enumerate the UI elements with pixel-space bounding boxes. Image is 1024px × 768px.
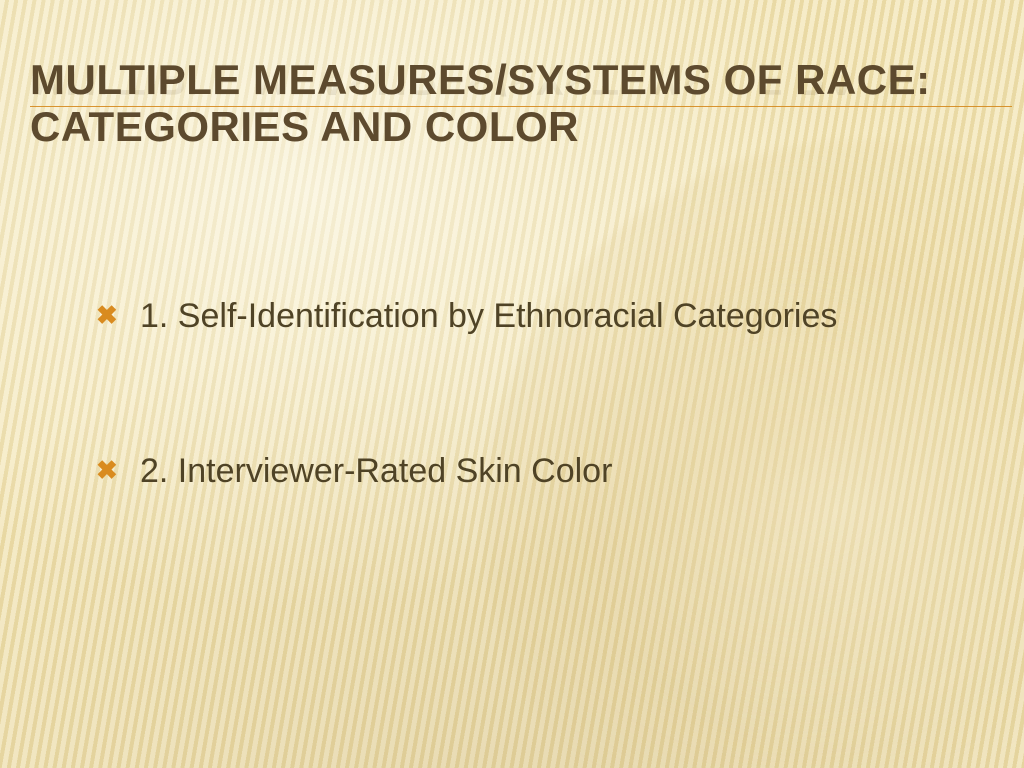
slide-title-line2: Categories and Color: [30, 103, 984, 150]
body-area: ✖ 1. Self-Identification by Ethnoracial …: [96, 294, 914, 604]
slide: Multiple Measures/Systems of Race: Categ…: [0, 0, 1024, 768]
list-item: ✖ 1. Self-Identification by Ethnoracial …: [96, 294, 914, 339]
title-area: Multiple Measures/Systems of Race: Categ…: [30, 56, 984, 150]
bullet-marker-icon: ✖: [96, 459, 118, 481]
slide-title-line1: Multiple Measures/Systems of Race:: [30, 56, 984, 103]
list-item: ✖ 2. Interviewer-Rated Skin Color: [96, 449, 914, 494]
title-underline-rule: [30, 106, 1012, 107]
bullet-marker-icon: ✖: [96, 304, 118, 326]
bullet-text: 1. Self-Identification by Ethnoracial Ca…: [140, 297, 837, 335]
bullet-text: 2. Interviewer-Rated Skin Color: [140, 452, 612, 490]
